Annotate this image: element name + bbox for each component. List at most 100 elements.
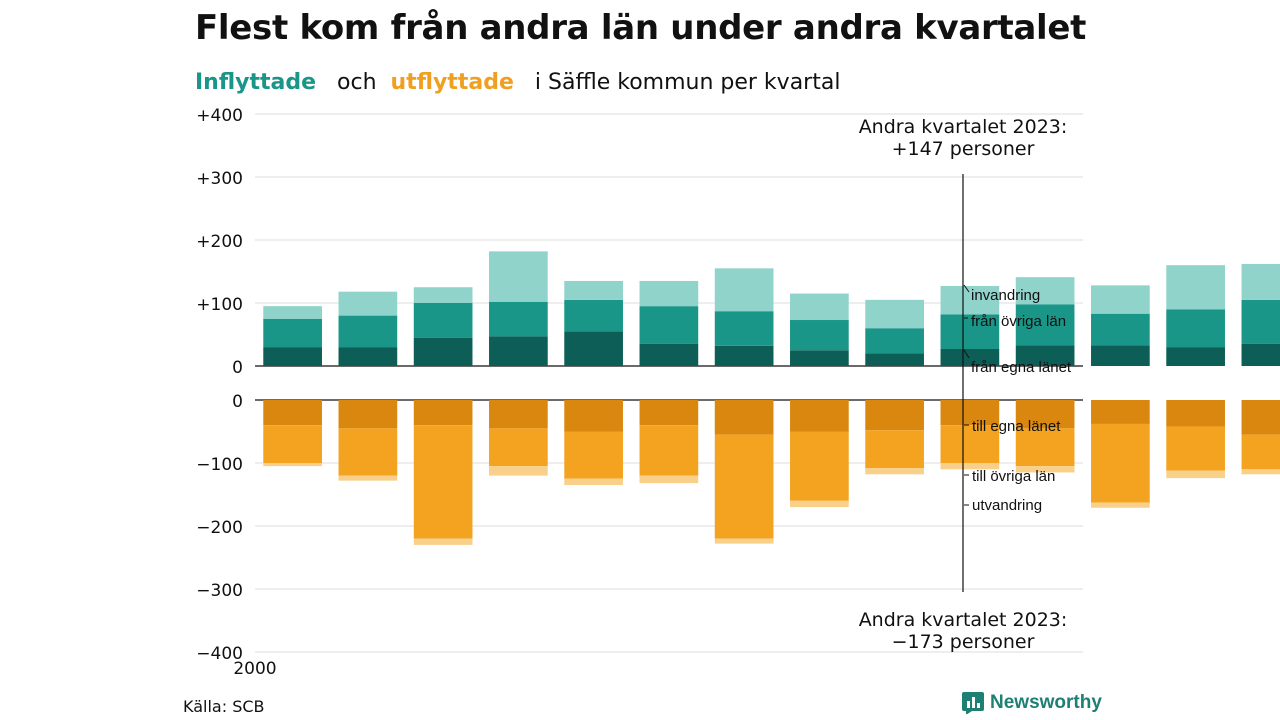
bar-out-1 xyxy=(338,428,398,476)
bar-in-0 xyxy=(413,337,473,366)
bar-in-2 xyxy=(714,268,774,312)
bar-out-0 xyxy=(1015,400,1075,429)
bar-in-1 xyxy=(338,315,398,348)
subtitle-utflyttade: utflyttade xyxy=(390,70,514,95)
bar-out-2 xyxy=(790,500,849,508)
bar-out-1 xyxy=(940,425,1000,463)
bar-in-0 xyxy=(865,353,924,366)
brand-name: Newsworthy xyxy=(990,692,1102,713)
bar-out-0 xyxy=(865,400,924,431)
subtitle-rest: i Säffle kommun per kvartal xyxy=(534,70,841,95)
bar-out-1 xyxy=(263,425,322,463)
bar-out-0 xyxy=(489,400,548,429)
bar-out-2 xyxy=(263,463,322,467)
bar-out-0 xyxy=(714,400,774,435)
top-y-tick-label: +300 xyxy=(196,169,243,189)
top-y-tick-label: +200 xyxy=(196,232,243,252)
bar-in-2 xyxy=(338,291,398,316)
bottom-y-tick-label: 0 xyxy=(232,392,243,412)
bar-out-1 xyxy=(865,430,924,469)
bar-out-2 xyxy=(338,475,398,481)
bar-in-2 xyxy=(489,251,548,302)
bar-out-0 xyxy=(338,400,398,429)
bar-in-2 xyxy=(790,293,849,321)
x-tick-label: 2000 xyxy=(233,659,276,679)
bar-out-2 xyxy=(865,468,924,475)
bar-in-1 xyxy=(639,306,699,344)
bar-in-1 xyxy=(489,301,548,337)
bar-in-0 xyxy=(714,345,774,366)
bar-in-0 xyxy=(1241,343,1280,366)
newsworthy-icon xyxy=(962,692,984,714)
bar-in-1 xyxy=(1091,313,1150,346)
bar-out-1 xyxy=(1091,423,1150,503)
bar-in-0 xyxy=(1166,347,1225,366)
bar-out-1 xyxy=(1166,426,1225,471)
bar-out-0 xyxy=(940,400,1000,426)
bar-in-2 xyxy=(1241,263,1280,300)
bar-out-2 xyxy=(1166,470,1225,479)
annotation-top-line1: Andra kvartalet 2023: xyxy=(859,116,1068,138)
bar-out-1 xyxy=(639,425,699,476)
bar-out-0 xyxy=(1091,400,1150,424)
bar-out-2 xyxy=(639,475,699,484)
bar-in-2 xyxy=(564,280,623,300)
top-y-tick-label: 0 xyxy=(232,358,243,378)
bar-in-0 xyxy=(940,348,1000,366)
bar-in-2 xyxy=(940,285,1000,315)
bar-out-2 xyxy=(413,538,473,545)
bar-out-2 xyxy=(489,466,548,476)
bottom-leader-lines xyxy=(964,424,969,506)
bottom-y-tick-label: −200 xyxy=(196,518,243,538)
bar-out-0 xyxy=(263,400,322,426)
bar-out-1 xyxy=(790,431,849,501)
bar-out-0 xyxy=(639,400,699,426)
bar-in-0 xyxy=(1015,345,1075,366)
bar-out-0 xyxy=(413,400,473,426)
top-series-label: från egna länet xyxy=(971,359,1072,376)
bar-in-1 xyxy=(714,311,774,346)
bottom-series-label: till övriga län xyxy=(972,468,1055,485)
bar-out-2 xyxy=(714,538,774,544)
bar-out-1 xyxy=(413,425,473,539)
bar-in-2 xyxy=(1091,285,1150,314)
bar-out-1 xyxy=(1241,434,1280,470)
annotation-bottom-line1: Andra kvartalet 2023: xyxy=(859,609,1068,631)
bar-out-2 xyxy=(1241,469,1280,475)
bar-in-1 xyxy=(940,314,1000,349)
bar-in-0 xyxy=(790,350,849,366)
chart-subtitle: Inflyttade och utflyttade i Säffle kommu… xyxy=(195,70,840,95)
bar-in-1 xyxy=(865,328,924,354)
bar-out-2 xyxy=(564,478,623,486)
bar-out-1 xyxy=(489,428,548,467)
bar-in-0 xyxy=(338,347,398,366)
bottom-y-tick-label: −100 xyxy=(196,455,243,475)
bar-in-0 xyxy=(564,331,623,366)
bar-in-0 xyxy=(263,347,322,366)
subtitle-och: och xyxy=(337,70,377,95)
bar-in-2 xyxy=(639,280,699,307)
bar-out-2 xyxy=(1015,466,1075,473)
bar-out-1 xyxy=(564,431,623,479)
bar-out-1 xyxy=(1015,428,1075,467)
top-y-tick-label: +100 xyxy=(196,295,243,315)
bottom-series-label: till egna länet xyxy=(972,418,1061,435)
chart-title: Flest kom från andra län under andra kva… xyxy=(195,8,1087,48)
bar-out-1 xyxy=(714,434,774,539)
bar-in-2 xyxy=(1015,277,1075,305)
bottom-y-tick-label: −300 xyxy=(196,581,243,601)
source-note: Källa: SCB xyxy=(183,697,265,716)
top-leader-lines xyxy=(963,284,970,359)
bar-in-1 xyxy=(1166,309,1225,348)
annotation-top-line2: +147 personer xyxy=(892,138,1035,160)
subtitle-inflyttade: Inflyttade xyxy=(195,70,317,95)
annotation-bottom-line2: −173 personer xyxy=(892,631,1035,653)
bar-out-0 xyxy=(1166,400,1225,427)
bar-in-2 xyxy=(413,287,473,303)
bar-in-1 xyxy=(263,318,322,348)
bar-in-1 xyxy=(1015,304,1075,346)
bar-out-2 xyxy=(940,463,1000,470)
bar-out-2 xyxy=(1091,502,1150,508)
bar-in-1 xyxy=(1241,299,1280,344)
